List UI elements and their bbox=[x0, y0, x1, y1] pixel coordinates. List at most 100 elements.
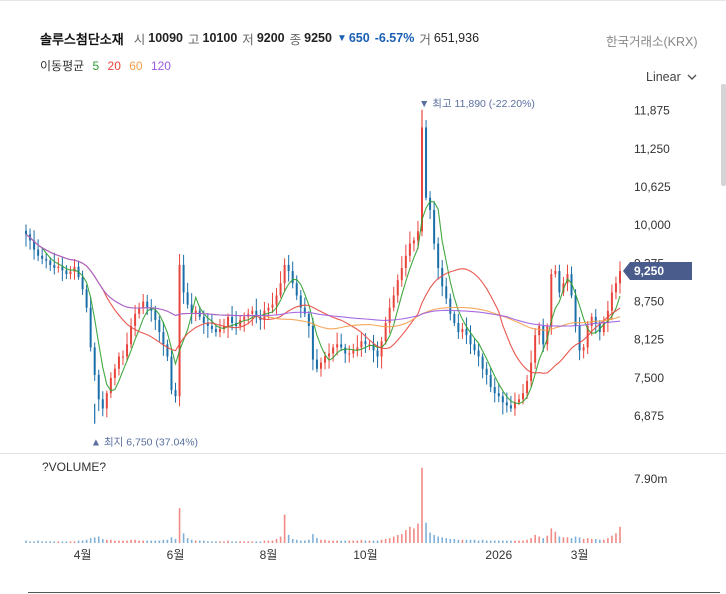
volume-bar bbox=[570, 538, 573, 543]
volume-bar bbox=[304, 540, 306, 543]
candle-body bbox=[271, 304, 274, 308]
candle-body bbox=[364, 341, 367, 345]
volume-bar bbox=[97, 536, 100, 543]
ma-120-legend[interactable]: 120 bbox=[150, 59, 171, 73]
volume-bar bbox=[530, 538, 532, 543]
volume-bar bbox=[33, 541, 35, 543]
candle-body bbox=[57, 266, 60, 268]
open-label: 시 bbox=[133, 32, 146, 47]
volume-bar bbox=[473, 539, 476, 543]
candle-body bbox=[558, 271, 561, 293]
stock-name[interactable]: 솔루스첨단소재 bbox=[40, 31, 124, 47]
candle-body bbox=[352, 350, 355, 354]
candle-body bbox=[610, 292, 613, 311]
volume-bar bbox=[162, 539, 165, 543]
volume-bar bbox=[279, 536, 282, 543]
candle-body bbox=[408, 243, 411, 256]
volume-bar bbox=[328, 540, 330, 543]
candle-body bbox=[41, 255, 44, 259]
volume-bar bbox=[437, 536, 439, 543]
volume-bar bbox=[227, 540, 229, 543]
volume-bar bbox=[518, 540, 520, 543]
ma-20-legend[interactable]: 20 bbox=[107, 59, 121, 73]
y-tick-label: 11,875 bbox=[634, 104, 670, 118]
open-value: 10090 bbox=[148, 31, 184, 45]
volume-bar bbox=[598, 539, 601, 543]
volume-bar bbox=[49, 541, 52, 543]
candle-body bbox=[416, 231, 419, 241]
volume-bar bbox=[376, 540, 379, 543]
candle-body bbox=[538, 325, 541, 336]
candle-body bbox=[210, 325, 213, 330]
volume-bar bbox=[409, 526, 411, 543]
volume-bar bbox=[77, 540, 80, 543]
moving-average-label: 이동평균 bbox=[40, 59, 85, 73]
candle-body bbox=[275, 295, 278, 305]
volume-bar bbox=[590, 538, 593, 543]
ma-60-line bbox=[25, 233, 621, 331]
candle-body bbox=[469, 335, 472, 345]
scrollbar-thumb[interactable] bbox=[721, 84, 726, 186]
candle-body bbox=[130, 325, 133, 345]
candle-body bbox=[33, 240, 36, 250]
candle-body bbox=[614, 283, 617, 293]
volume-bar bbox=[190, 539, 193, 543]
volume-bar bbox=[603, 539, 605, 543]
candle-body bbox=[146, 301, 149, 308]
candle-body bbox=[25, 230, 27, 235]
volume-bar bbox=[534, 534, 536, 543]
x-tick-label: 3월 bbox=[571, 548, 589, 562]
volume-bar bbox=[364, 540, 367, 543]
volume-bar bbox=[202, 540, 205, 543]
volume-bar bbox=[271, 540, 274, 543]
y-tick-label: 10,000 bbox=[634, 218, 671, 232]
volume-bar bbox=[465, 539, 468, 543]
y-tick-label: 8,750 bbox=[634, 295, 664, 309]
candle-body bbox=[121, 356, 124, 358]
candle-body bbox=[81, 277, 84, 290]
candle-body bbox=[396, 280, 399, 296]
candle-body bbox=[429, 197, 432, 210]
candle-body bbox=[509, 405, 512, 409]
candle-body bbox=[223, 325, 225, 330]
close-value: 9250 bbox=[304, 31, 332, 45]
volume-bar bbox=[118, 540, 120, 543]
candle-body bbox=[186, 292, 189, 305]
x-tick-label: 8월 bbox=[260, 548, 278, 562]
scale-selector[interactable]: Linear bbox=[646, 70, 697, 84]
candle-body bbox=[319, 362, 322, 369]
volume-bar bbox=[469, 539, 472, 543]
volume-bar bbox=[81, 540, 84, 543]
volume-bar bbox=[497, 540, 500, 543]
close-label: 종 bbox=[289, 32, 302, 47]
ma-5-legend[interactable]: 5 bbox=[92, 59, 100, 73]
volume-bar bbox=[578, 537, 581, 543]
candle-body bbox=[489, 374, 492, 388]
volume-bar bbox=[352, 540, 355, 543]
candle-body bbox=[117, 356, 120, 369]
candle-body bbox=[517, 399, 520, 403]
volume-bar bbox=[449, 538, 452, 543]
volume-panel-title: ?VOLUME? bbox=[42, 460, 107, 474]
candle-body bbox=[513, 402, 516, 409]
volume-bar bbox=[392, 536, 395, 543]
candle-body bbox=[481, 356, 484, 369]
candle-body bbox=[534, 335, 537, 363]
candle-body bbox=[150, 307, 153, 311]
volume-bar bbox=[380, 539, 383, 543]
ma-60-legend[interactable]: 60 bbox=[129, 59, 143, 73]
candle-body bbox=[283, 264, 286, 284]
volume-bar bbox=[150, 540, 153, 543]
volume-bar bbox=[207, 541, 209, 543]
volume-bar bbox=[396, 534, 399, 543]
candle-body bbox=[505, 402, 508, 406]
candle-body bbox=[453, 313, 456, 323]
volume-bar bbox=[182, 533, 185, 543]
volume-bar bbox=[166, 539, 169, 543]
volume-bar bbox=[574, 536, 577, 543]
candle-body bbox=[243, 316, 246, 320]
volume-bar bbox=[481, 539, 484, 543]
candle-body bbox=[336, 344, 339, 348]
candle-body bbox=[574, 295, 577, 326]
